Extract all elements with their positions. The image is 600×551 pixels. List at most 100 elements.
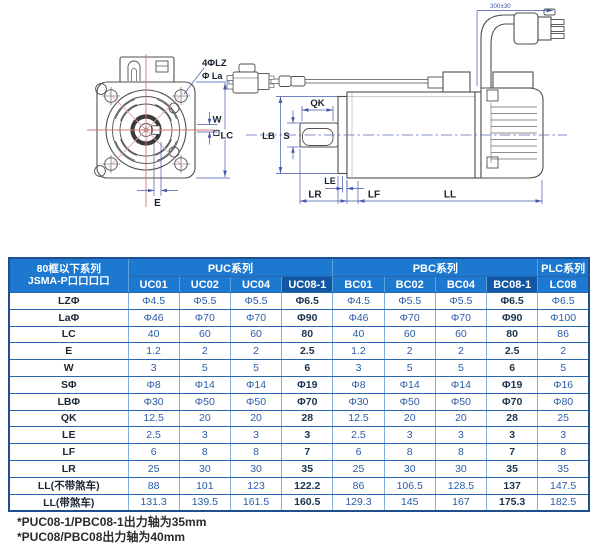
cell-lc08-LL(带煞车): 182.5 [537, 493, 590, 512]
cell-lc08-LL(不带煞车): 147.5 [537, 476, 590, 495]
cell-bc02-E: 2 [383, 342, 436, 361]
row-label: LZΦ [8, 292, 129, 310]
cell-uc08-1-LL(带煞车): 160.5 [281, 493, 334, 512]
cell-bc01-SΦ: Φ8 [332, 375, 385, 394]
side-dim-arrows [278, 8, 553, 203]
cell-bc01-LBΦ: Φ30 [332, 392, 385, 411]
footnote-1: *PUC08-1/PBC08-1出力轴为35mm [17, 515, 207, 529]
cell-uc02-QK: 20 [178, 409, 231, 428]
front-view [94, 56, 196, 179]
cell-bc02-LaΦ: Φ70 [383, 308, 436, 327]
col-header-uc02: UC02 [178, 276, 231, 293]
cell-uc02-LE: 3 [178, 426, 231, 445]
cell-bc01-LL(带煞车): 129.3 [332, 493, 385, 512]
cell-uc02-E: 2 [178, 342, 231, 361]
cell-bc04-LZΦ: Φ5.5 [434, 292, 488, 310]
power-connector-icon [480, 8, 565, 88]
col-header-uc04: UC04 [229, 276, 283, 293]
cell-bc02-SΦ: Φ14 [383, 375, 436, 394]
cell-uc01-LR: 25 [127, 459, 180, 478]
cell-uc04-LZΦ: Φ5.5 [229, 292, 283, 310]
cell-bc01-LC: 40 [332, 325, 385, 344]
cell-bc01-LZΦ: Φ4.5 [332, 292, 385, 310]
cell-uc01-W: 3 [127, 359, 180, 377]
cell-bc04-LF: 8 [434, 443, 488, 461]
cell-bc01-QK: 12.5 [332, 409, 385, 428]
table-head: 80框以下系列 JSMA-P口口口口 PUC系列 PBC系列 PLC系列 UC01 UC02… [8, 257, 590, 293]
label-lf: LF [368, 190, 380, 201]
cell-bc01-LL(不带煞车): 86 [332, 476, 385, 495]
label-key-length: QK [310, 98, 324, 109]
cell-bc08-1-LC: 80 [486, 325, 539, 344]
cell-uc02-LC: 60 [178, 325, 231, 344]
table-row: LE 2.5 3 3 3 2.5 3 3 3 3 [8, 426, 590, 445]
series-header: PBC系列 [332, 257, 539, 277]
cell-uc04-LF: 8 [229, 443, 283, 461]
col-header-lc08: LC08 [537, 276, 590, 293]
row-label: LE [8, 426, 129, 445]
cell-uc02-SΦ: Φ14 [178, 375, 231, 394]
cell-uc02-LL(带煞车): 139.5 [178, 493, 231, 512]
cell-lc08-LE: 3 [537, 426, 590, 445]
cell-bc01-W: 3 [332, 359, 385, 377]
row-label: W [8, 359, 129, 377]
cell-bc04-QK: 20 [434, 409, 488, 428]
cell-uc04-LL(带煞车): 161.5 [229, 493, 283, 512]
table-row: E 1.2 2 2 2.5 1.2 2 2 2.5 2 [8, 342, 590, 361]
col-header-bc08-1: BC08-1 [486, 276, 539, 293]
row-label: SΦ [8, 375, 129, 394]
label-key-width: W [213, 115, 222, 126]
cell-uc02-LaΦ: Φ70 [178, 308, 231, 327]
cell-bc01-LE: 2.5 [332, 426, 385, 445]
cell-bc01-LaΦ: Φ46 [332, 308, 385, 327]
cell-uc08-1-LL(不带煞车): 122.2 [281, 476, 334, 495]
cell-uc01-LE: 2.5 [127, 426, 180, 445]
series-header: PLC系列 [537, 257, 590, 277]
front-connector-icon [119, 56, 175, 84]
cell-uc08-1-LZΦ: Φ6.5 [281, 292, 334, 310]
cell-bc08-1-SΦ: Φ19 [486, 375, 539, 394]
label-bolt-holes: 4ΦLZ [202, 58, 227, 69]
label-shaft-len: LR [308, 190, 322, 201]
row-label: LF [8, 443, 129, 461]
cell-uc04-LL(不带煞车): 123 [229, 476, 283, 495]
row-label: LL(不带煞车) [8, 476, 129, 495]
row-label: QK [8, 409, 129, 428]
cell-bc02-LE: 3 [383, 426, 436, 445]
row-label: E [8, 342, 129, 361]
bolt-holes [94, 83, 190, 177]
cell-bc02-QK: 20 [383, 409, 436, 428]
cell-bc08-1-QK: 28 [486, 409, 539, 428]
cell-uc02-W: 5 [178, 359, 231, 377]
front-dim-arrows [148, 83, 227, 193]
cell-uc04-LE: 3 [229, 426, 283, 445]
label-shaft-dia: S [283, 131, 289, 142]
label-cable-len: 300±30 [490, 3, 511, 10]
cell-bc04-LR: 30 [434, 459, 488, 478]
cell-lc08-LaΦ: Φ100 [537, 308, 590, 327]
cell-bc04-SΦ: Φ14 [434, 375, 488, 394]
cell-uc04-LR: 30 [229, 459, 283, 478]
dimension-drawing: 4ΦLZ Φ La W LC E QK S LB LE LR LF LL 300… [87, 3, 567, 209]
encoder-connector-icon [226, 63, 428, 94]
cell-uc04-W: 5 [229, 359, 283, 377]
cell-bc08-1-LR: 35 [486, 459, 539, 478]
cell-uc08-1-LaΦ: Φ90 [281, 308, 334, 327]
cell-bc08-1-LL(带煞车): 175.3 [486, 493, 539, 512]
cell-uc01-LF: 6 [127, 443, 180, 461]
cell-uc02-LR: 30 [178, 459, 231, 478]
row-label: LL(带煞车) [8, 493, 129, 512]
footnote-2: *PUC08/PBC08出力轴为40mm [17, 530, 186, 544]
cell-bc01-LR: 25 [332, 459, 385, 478]
corner-header: 80框以下系列 JSMA-P口口口口 [8, 257, 129, 293]
cell-uc04-LaΦ: Φ70 [229, 308, 283, 327]
cell-uc01-LZΦ: Φ4.5 [127, 292, 180, 310]
cell-lc08-W: 5 [537, 359, 590, 377]
table-row: QK 12.5 20 20 28 12.5 20 20 28 25 [8, 409, 590, 428]
cell-uc04-QK: 20 [229, 409, 283, 428]
cell-lc08-E: 2 [537, 342, 590, 361]
row-label: LR [8, 459, 129, 478]
cell-bc02-LR: 30 [383, 459, 436, 478]
cell-uc01-LL(带煞车): 131.3 [127, 493, 180, 512]
cell-bc04-LaΦ: Φ70 [434, 308, 488, 327]
